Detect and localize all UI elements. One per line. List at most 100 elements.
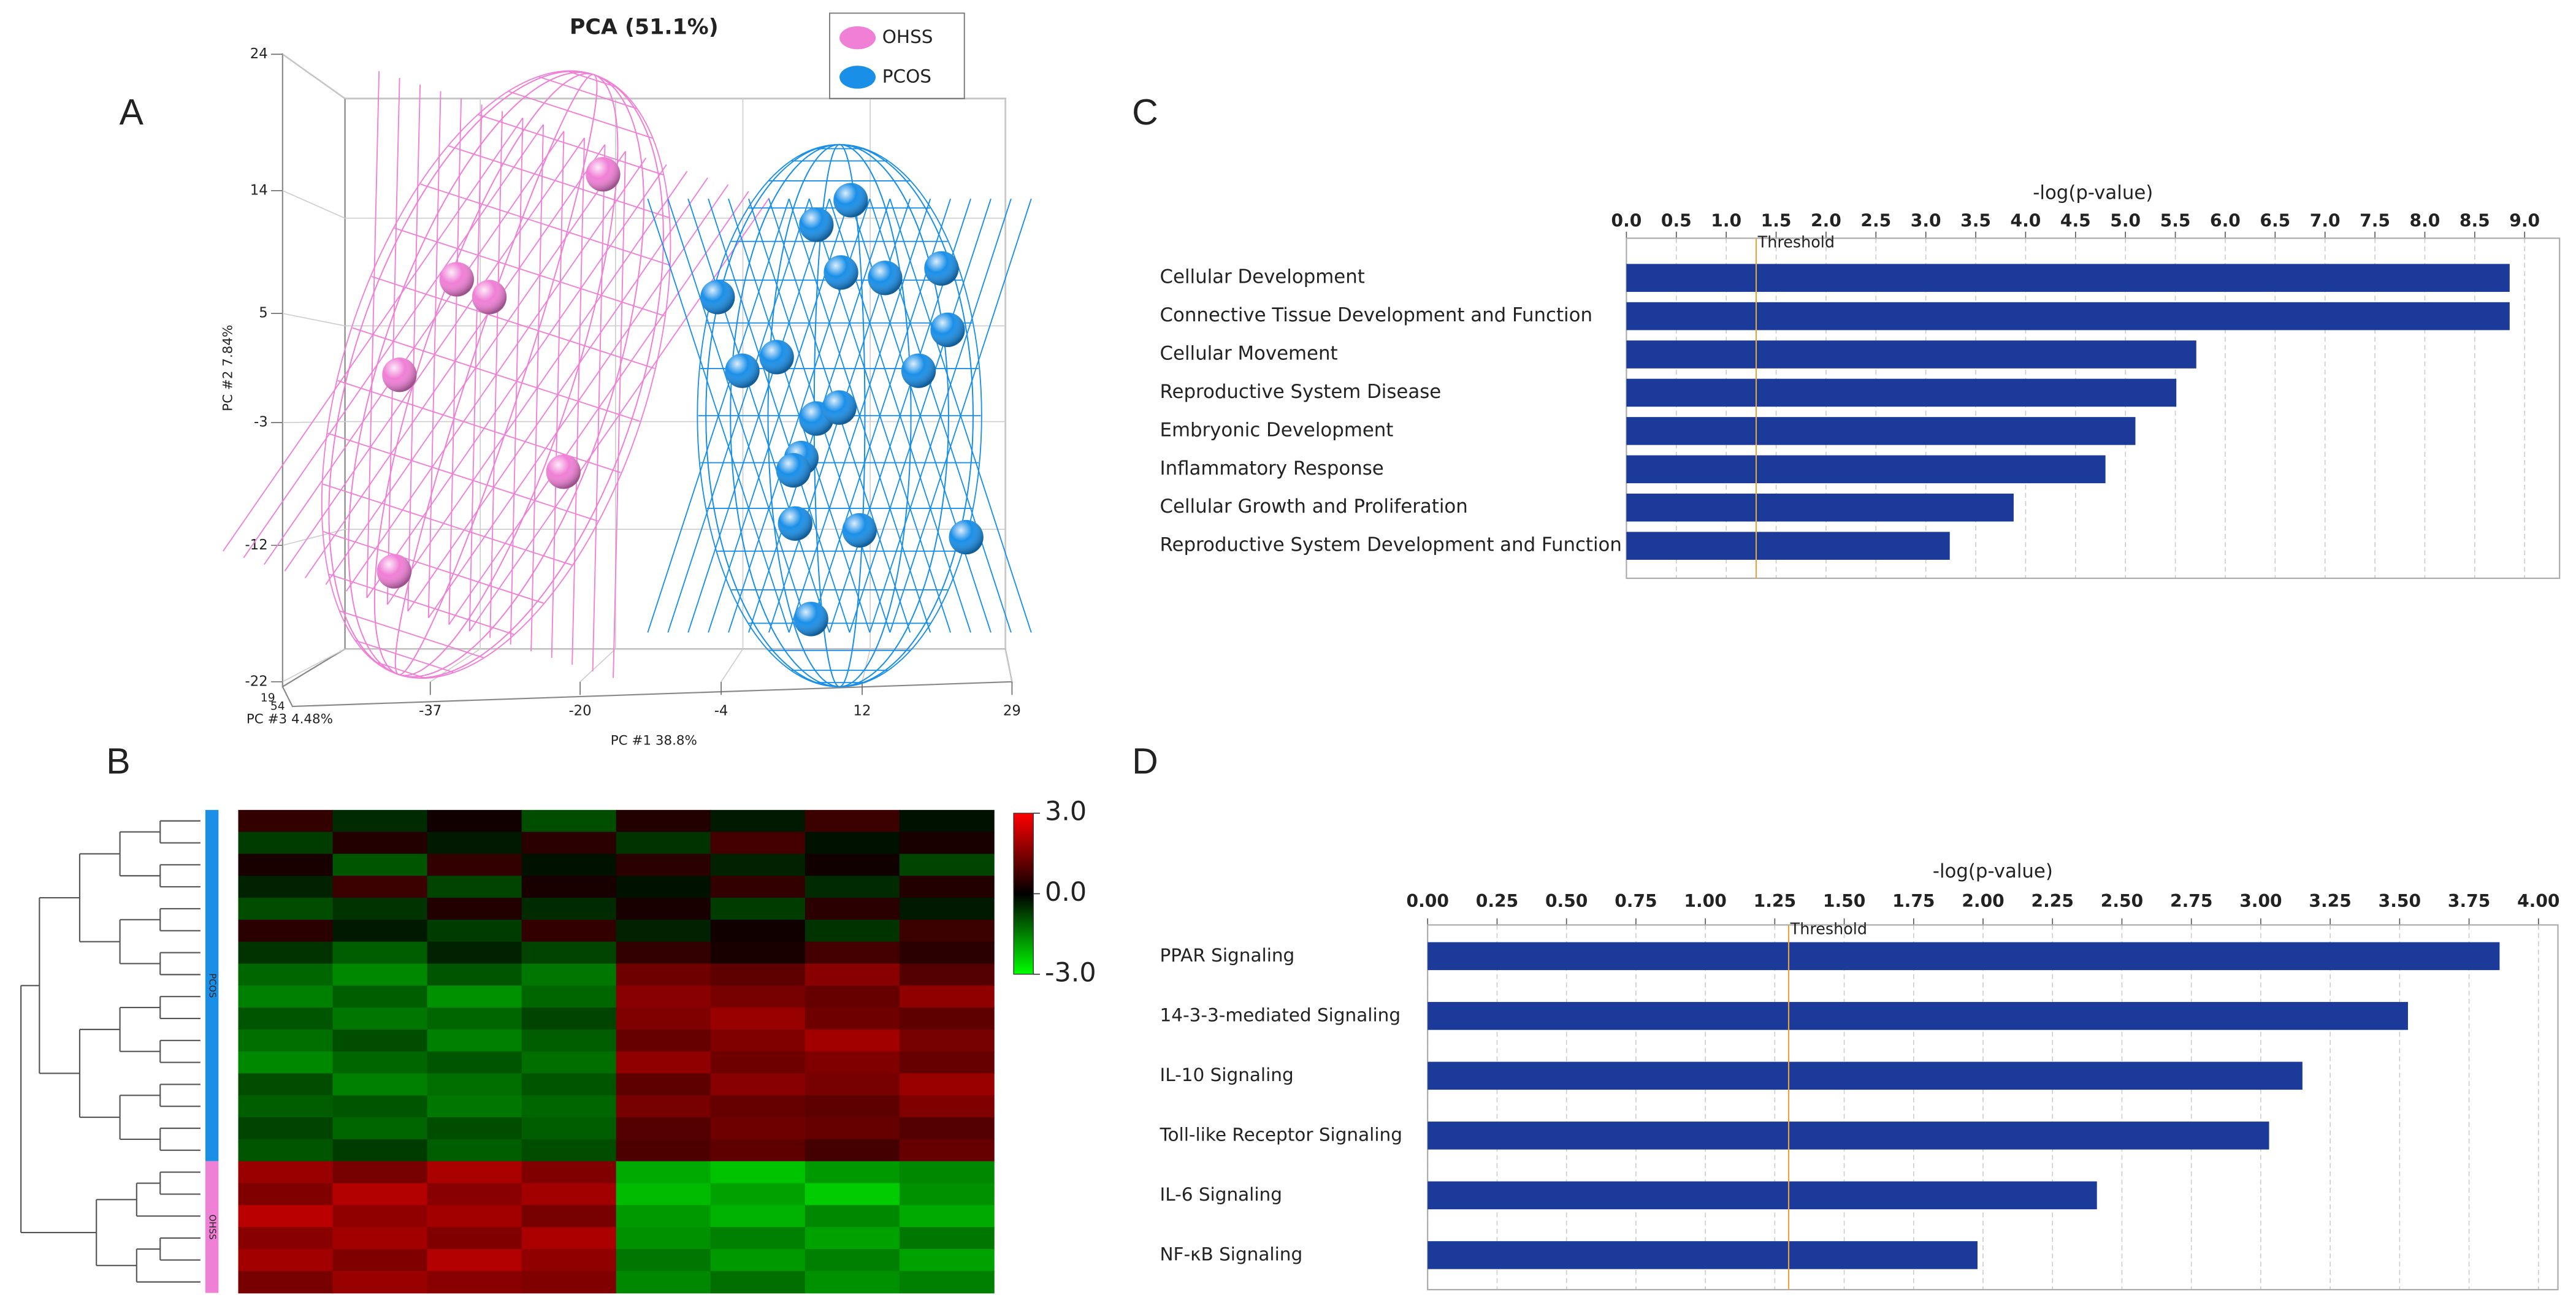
floor [281,648,1013,708]
mesh-line [448,191,749,625]
heatmap-cell [521,1095,617,1118]
point-shine [778,506,812,541]
x-tick-label: -20 [568,703,591,719]
heatmap-cell [616,1029,711,1052]
heatmap-cell [710,809,806,833]
heatmap-cell [521,1051,617,1074]
category-label: Toll-like Receptor Signaling [1160,1124,1402,1145]
heatmap-cell [332,1007,428,1030]
heatmap-cell [805,1051,900,1074]
x-tick-label: 2.5 [1860,211,1891,231]
legend-swatch [839,66,876,89]
heatmap-cell [899,1007,995,1030]
x-tick-label: 2.50 [2101,891,2143,911]
heatmap-cell [238,1073,334,1096]
x-tick-label: 6.5 [2260,211,2290,231]
heatmap-cell [427,1051,522,1074]
grid-line [282,421,345,423]
point-shine [949,519,984,555]
heatmap-cell [521,1248,617,1272]
bar [1428,1181,2097,1210]
x-tick-label: 6.0 [2210,211,2241,231]
panel-label: D [1132,741,1158,781]
heatmap-cell [332,919,428,942]
category-label: NF-κB Signaling [1160,1244,1303,1264]
heatmap-cell [238,854,334,877]
bar [1428,1002,2408,1030]
plot-frame [1427,924,2559,1291]
mesh-line [849,198,992,633]
heatmap-cell [427,941,522,965]
heatmap-cell [332,1271,428,1294]
left-wall [281,53,346,688]
heatmap-cell [521,1073,617,1096]
mesh-line [508,91,653,139]
x-tick-label: 0.25 [1476,891,1518,911]
grid-line [282,648,346,682]
heatmap-cell [710,1117,806,1140]
threshold-label: Threshold [1790,920,1867,938]
heatmap-cell [616,1095,711,1118]
heatmap-cell [710,1073,806,1096]
heatmap-cell [710,1227,806,1250]
heatmap-cell [805,1029,900,1052]
heatmap-cell [616,1051,711,1074]
heatmap-cell [616,831,711,855]
heatmap-cell [332,1029,428,1052]
point-shine [824,255,858,290]
heatmap-cell [710,941,806,965]
x-tick-label: 29 [1003,703,1021,719]
mesh-line [386,170,688,605]
heatmap-cell [332,1205,428,1228]
heatmap-cell [710,1139,806,1162]
mesh-line [647,198,790,633]
heatmap-cell [710,919,806,942]
heatmap-cell [805,1139,900,1162]
bar [1626,340,2196,369]
heatmap-cell [427,1271,522,1294]
legend-label: OHSS [882,26,933,47]
heatmap-cell [427,809,522,833]
heatmap-cell [521,985,617,1008]
heatmap-cell [427,1183,522,1206]
heatmap-cell [616,809,711,833]
heatmap-cell [616,876,711,898]
x-tick-label: 1.00 [1684,891,1726,911]
category-label: Cellular Growth and Proliferation [1160,495,1468,518]
mesh-line [427,184,729,619]
heatmap-cell [427,1248,522,1272]
heatmap-cell [899,1248,995,1272]
heatmap-cell [238,941,334,965]
heatmap-cell [805,1271,900,1294]
heatmap-cell [805,1073,900,1096]
heatmap-cell [899,919,995,942]
heatmap-cell [805,941,900,965]
heatmap-cell [238,1139,334,1162]
grid-line [282,529,345,546]
heatmap-cell [238,1051,334,1074]
heatmap-cell [616,985,711,1008]
heatmap-cell [521,941,617,965]
point-shine [586,157,621,192]
heatmap-cell [521,1117,617,1140]
heatmap-cell [521,1205,617,1228]
heatmap-cell [427,1007,522,1030]
mesh-line [869,198,1012,633]
point-shine [842,513,877,548]
heatmap-cell [238,1183,334,1206]
bar [1626,417,2136,445]
x-tick-label: 3.5 [1960,211,1991,231]
point-shine [868,261,903,296]
chart-title: PCA (51.1%) [570,15,719,40]
x-tick-label: 2.25 [2031,891,2074,911]
mesh-line [304,144,606,578]
x-tick-label: 5.5 [2160,211,2191,231]
heatmap-cell [805,876,900,898]
bar [1626,455,2106,484]
heatmap-cell [332,1161,428,1184]
mesh-line [323,483,572,566]
heatmap-cell [427,1117,522,1140]
heatmap-cell [521,1139,617,1162]
category-label: Embryonic Development [1160,419,1394,441]
colorbar-label: 3.0 [1045,797,1087,827]
